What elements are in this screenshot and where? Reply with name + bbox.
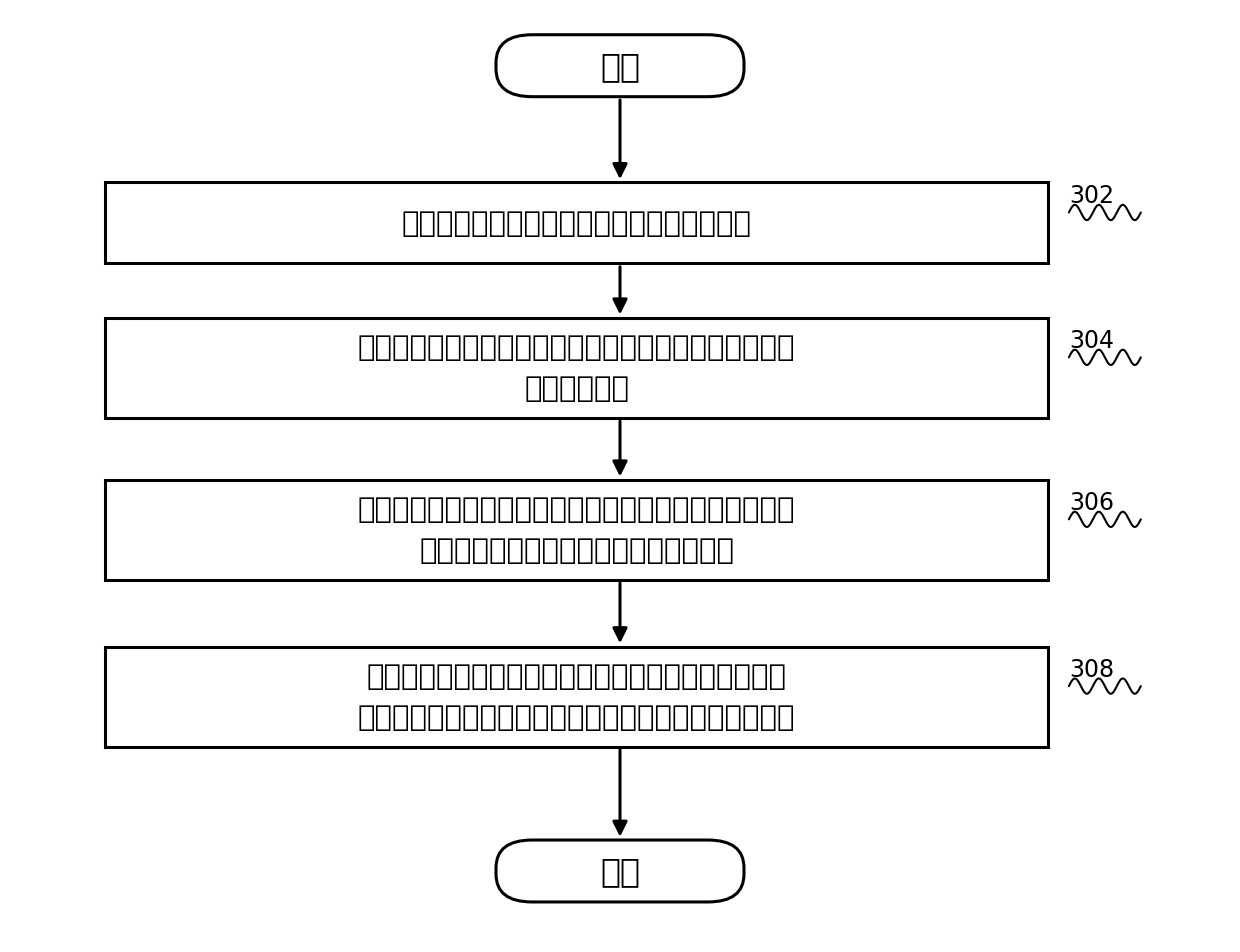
Bar [105, 647, 1048, 746]
FancyBboxPatch shape [496, 35, 744, 97]
Text: 304: 304 [1069, 328, 1114, 353]
Bar [105, 184, 1048, 265]
Text: 308: 308 [1069, 657, 1114, 682]
Text: 306: 306 [1069, 490, 1114, 515]
Bar [105, 481, 1048, 581]
Bar [105, 319, 1048, 419]
Text: 开始: 开始 [600, 50, 640, 83]
Text: 当所述电芯加热至所述预定温度范围后，按照第一充放电
倍率对所述电芯循环充放电第一数量次数: 当所述电芯加热至所述预定温度范围后，按照第一充放电 倍率对所述电芯循环充放电第一… [358, 496, 795, 565]
Text: 在电芯使用过程中，监测所述电芯的实时容量: 在电芯使用过程中，监测所述电芯的实时容量 [402, 209, 751, 238]
Text: 按照第二充放电倍率对所述电芯循环充放电第二数量次
数，其中，所述第二充放电倍率小于所述第一充放电倍率: 按照第二充放电倍率对所述电芯循环充放电第二数量次 数，其中，所述第二充放电倍率小… [358, 663, 795, 731]
Text: 在所述实时容量每降低预定百分比时，将所述电芯加热至
预定温度范围: 在所述实时容量每降低预定百分比时，将所述电芯加热至 预定温度范围 [358, 334, 795, 403]
Text: 302: 302 [1069, 184, 1114, 208]
FancyBboxPatch shape [496, 841, 744, 902]
Text: 结束: 结束 [600, 855, 640, 887]
